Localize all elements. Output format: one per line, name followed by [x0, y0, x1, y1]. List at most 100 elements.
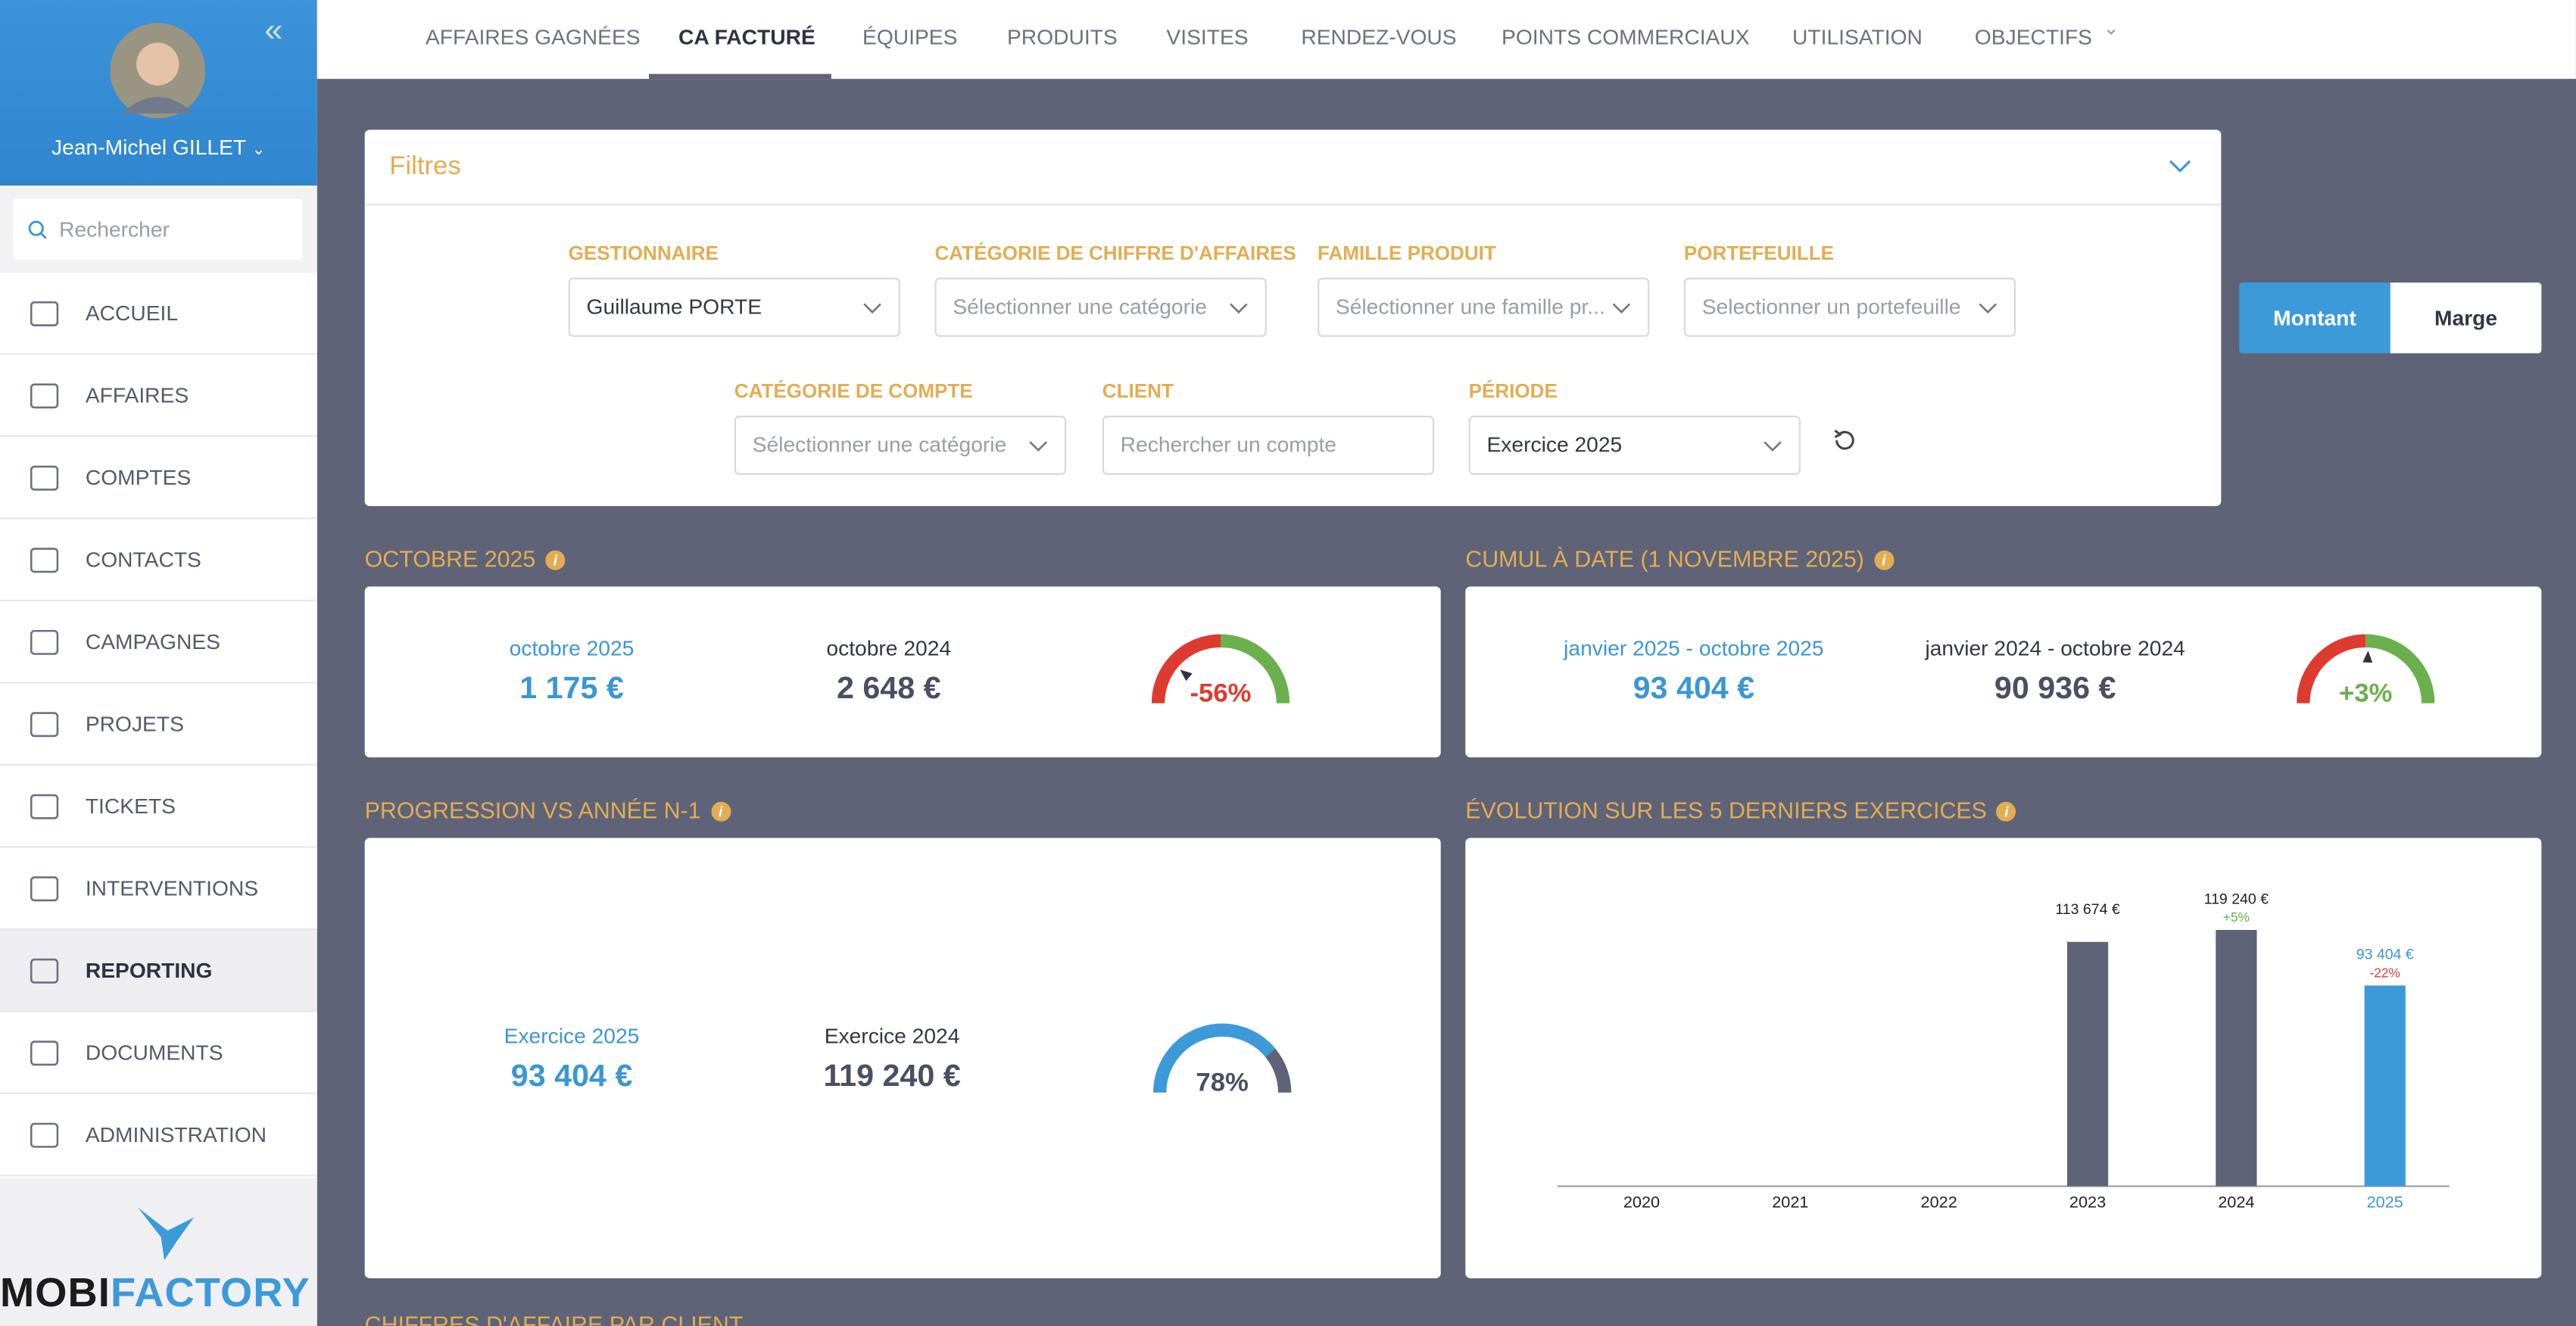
- menu-icon: [30, 383, 59, 409]
- gauge: -56%: [1151, 634, 1290, 707]
- bar: [2364, 985, 2406, 1187]
- logo-part: MOBI: [0, 1270, 111, 1316]
- menu-item[interactable]: TICKETS: [0, 766, 317, 848]
- x-tick-label: 2025: [2367, 1193, 2403, 1212]
- filter-placeholder: Sélectionner une catégorie: [752, 432, 1007, 457]
- filter-input[interactable]: Rechercher un compte: [1102, 415, 1435, 476]
- filter-value: Guillaume PORTE: [586, 294, 763, 319]
- chevron-shape: [1029, 441, 1047, 452]
- gauge-pointer: [1180, 669, 1193, 682]
- avatar[interactable]: [108, 21, 207, 120]
- menu-label: TICKETS: [85, 793, 176, 819]
- nav-tab[interactable]: POINTS COMMERCIAUX: [1502, 24, 1750, 50]
- menu-item[interactable]: DOCUMENTS: [0, 1012, 317, 1094]
- filter-input[interactable]: Exercice 2025: [1468, 415, 1801, 476]
- dropdown-chevron: [1979, 303, 1997, 314]
- nav-tab[interactable]: OBJECTIFS: [1974, 24, 2093, 50]
- info-icon[interactable]: i: [545, 550, 566, 570]
- sidebar: « Jean-Michel GILLET ⌄ Rechercher ACCUEI…: [0, 0, 317, 1326]
- menu-label: DOCUMENTS: [85, 1040, 223, 1065]
- dropdown-chevron: [1764, 441, 1782, 452]
- value-label: 119 240 €: [2204, 891, 2269, 907]
- chevron-shape: [1979, 303, 1997, 314]
- search-box[interactable]: Rechercher: [13, 198, 303, 260]
- menu-icon: [30, 301, 59, 326]
- nav-tab[interactable]: RENDEZ-VOUS: [1301, 24, 1457, 50]
- collapse-chevron[interactable]: [2169, 158, 2191, 174]
- filter-input[interactable]: Guillaume PORTE: [568, 277, 900, 337]
- filters-title[interactable]: Filtres: [389, 152, 461, 181]
- menu-item[interactable]: ACCUEIL: [0, 273, 317, 355]
- gauge-label: 78%: [1196, 1069, 1248, 1097]
- kpi-card: Exercice 2025 93 404 € Exercice 2024 119 24…: [364, 838, 1441, 1278]
- nav-tab[interactable]: PRODUITS: [1006, 24, 1118, 50]
- nav-tab[interactable]: CA FACTURÉ: [678, 24, 816, 50]
- menu-label: AFFAIRES: [85, 382, 189, 408]
- user-name: Jean-Michel GILLET: [51, 134, 246, 160]
- period-label: janvier 2024 - octobre 2024: [1925, 635, 2185, 661]
- chart-card: 2020 2021 2022 2023 113 674 € 2024 119 240 € +5…: [1465, 838, 2542, 1278]
- divider: [364, 204, 2222, 206]
- toggle-marge[interactable]: Marge: [2390, 282, 2542, 354]
- info-icon[interactable]: i: [1996, 801, 2017, 822]
- menu-item[interactable]: ADMINISTRATION: [0, 1094, 317, 1177]
- filter-label: PORTEFEUILLE: [1683, 241, 1835, 265]
- chevron-shape: [863, 303, 881, 314]
- menu-label: ACCUEIL: [85, 301, 179, 326]
- search-icon: [28, 220, 47, 239]
- nav-tab[interactable]: VISITES: [1166, 24, 1249, 50]
- gauge-label: -56%: [1190, 679, 1252, 707]
- toggle-group: Montant Marge: [2239, 282, 2542, 354]
- filter-input[interactable]: Sélectionner une famille pr...: [1318, 277, 1650, 337]
- menu-icon: [30, 876, 59, 902]
- gauge-fill: [1153, 1023, 1276, 1093]
- tab-chevron[interactable]: ⌄: [2103, 16, 2119, 40]
- toggle-montant[interactable]: Montant: [2239, 282, 2390, 354]
- menu-label: INTERVENTIONS: [85, 875, 259, 900]
- menu-item[interactable]: CONTACTS: [0, 519, 317, 602]
- bar: [2066, 941, 2109, 1187]
- filter-input[interactable]: Selectionner un portefeuille: [1683, 277, 2016, 337]
- menu-item[interactable]: INTERVENTIONS: [0, 847, 317, 930]
- section-heading: ÉVOLUTION SUR LES 5 DERNIERS EXERCICES i: [1465, 797, 2017, 823]
- menu-item[interactable]: AFFAIRES: [0, 354, 317, 438]
- period-value: 93 404 €: [1633, 672, 1755, 707]
- period-value: 119 240 €: [823, 1059, 961, 1094]
- menu-icon: [30, 629, 59, 655]
- menu-icon: [30, 794, 59, 819]
- filter-input[interactable]: Sélectionner une catégorie: [934, 277, 1267, 337]
- info-icon[interactable]: i: [710, 801, 731, 822]
- logo-text: MOBIFACTORY: [0, 1270, 310, 1318]
- section-heading: CHIFFRES D'AFFAIRE PAR CLIENT: [364, 1311, 744, 1326]
- period-value: 1 175 €: [519, 672, 624, 707]
- heading-text: OCTOBRE 2025: [364, 545, 536, 573]
- collapse-button[interactable]: «: [264, 13, 283, 50]
- nav-tab[interactable]: AFFAIRES GAGNÉES: [425, 24, 641, 50]
- search-placeholder: Rechercher: [59, 217, 170, 242]
- dropdown-chevron: [863, 303, 881, 314]
- menu-item[interactable]: COMPTES: [0, 437, 317, 519]
- nav-tab[interactable]: ÉQUIPES: [862, 24, 958, 50]
- filter-input[interactable]: Sélectionner une catégorie: [734, 415, 1067, 476]
- chevron-shape: [1612, 303, 1631, 314]
- menu-item[interactable]: PROJETS: [0, 683, 317, 766]
- period-label: octobre 2024: [826, 635, 952, 661]
- menu-item[interactable]: REPORTING: [0, 929, 317, 1012]
- logo-area: MOBIFACTORY: [0, 1178, 317, 1326]
- gauge-green: [1220, 634, 1290, 704]
- menu-item[interactable]: CAMPAGNES: [0, 601, 317, 684]
- menu-label: CONTACTS: [85, 547, 201, 573]
- x-tick-label: 2021: [1772, 1193, 1808, 1212]
- menu-icon: [30, 548, 59, 573]
- x-tick-label: 2023: [2069, 1193, 2106, 1212]
- dropdown-chevron: [1029, 441, 1047, 452]
- user-menu[interactable]: Jean-Michel GILLET ⌄: [51, 134, 266, 160]
- nav-tab[interactable]: UTILISATION: [1792, 24, 1923, 50]
- icon-shape: [30, 629, 59, 655]
- reset-button[interactable]: [1832, 427, 1858, 454]
- info-icon[interactable]: i: [1873, 550, 1894, 570]
- period-value: 90 936 €: [1994, 672, 2116, 707]
- dropdown-chevron: [1230, 303, 1248, 314]
